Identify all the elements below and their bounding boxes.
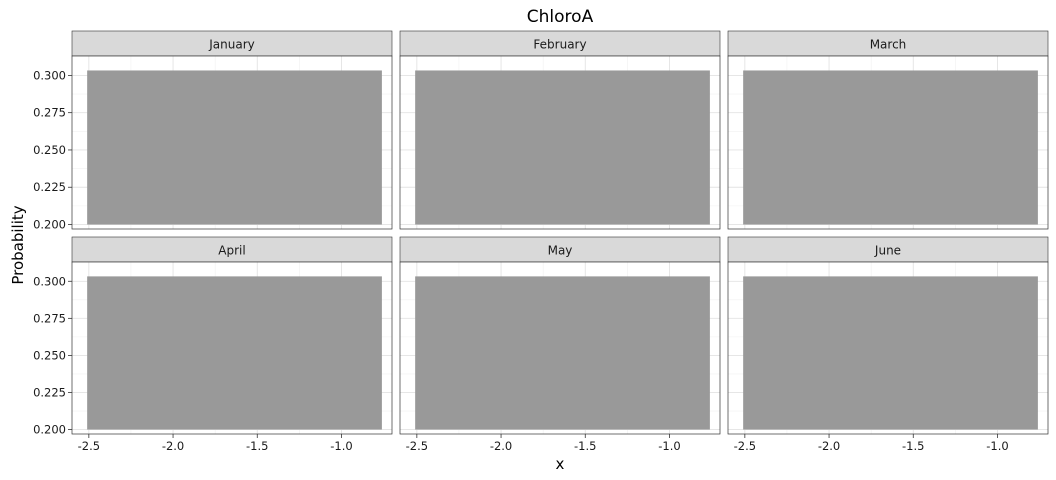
facet-label-february: February — [533, 38, 586, 52]
probability-band-june — [743, 276, 1038, 430]
facet-strip-april — [71, 236, 393, 263]
panel-border-may — [399, 261, 721, 435]
x-tick-label: -1.0 — [658, 439, 680, 453]
panel-border-february — [399, 55, 721, 230]
probability-band-may — [415, 276, 710, 430]
facet-strip-june — [727, 236, 1049, 263]
facet-strip-january — [71, 30, 393, 57]
facet-strip-may — [399, 236, 721, 263]
facet-label-may: May — [548, 244, 573, 258]
x-tick-label: -2.5 — [734, 439, 756, 453]
x-tick-label: -1.0 — [986, 439, 1008, 453]
y-tick-label: 0.200 — [33, 218, 66, 232]
facet-strip-march — [727, 30, 1049, 57]
facet-panels: January 0.200 0.225 0.250 0.275 0.300 February… — [33, 30, 1049, 453]
panel-border-april — [71, 261, 393, 435]
probability-band-march — [743, 70, 1038, 225]
chart-title: ChloroA — [527, 7, 594, 27]
probability-band-april — [87, 276, 382, 430]
x-tick-label: -1.5 — [246, 439, 268, 453]
x-tick-label: -2.0 — [490, 439, 512, 453]
x-axis-title: x — [556, 455, 565, 473]
y-tick-label: 0.275 — [33, 311, 66, 325]
x-tick-label: -2.5 — [78, 439, 100, 453]
x-tick-label: -1.5 — [574, 439, 596, 453]
y-tick-label: 0.225 — [33, 385, 66, 399]
x-tick-label: -2.5 — [406, 439, 428, 453]
y-tick-label: 0.275 — [33, 106, 66, 120]
x-tick-label: -1.5 — [902, 439, 924, 453]
panel-border-march — [727, 55, 1049, 230]
y-tick-label: 0.225 — [33, 180, 66, 194]
probability-band-february — [415, 70, 710, 225]
facet-label-march: March — [870, 38, 907, 52]
facet-label-april: April — [218, 244, 245, 258]
x-tick-label: -1.0 — [330, 439, 352, 453]
panel-border-january — [71, 55, 393, 230]
probability-band-january — [87, 70, 382, 225]
y-tick-label: 0.200 — [33, 423, 66, 437]
y-tick-label: 0.300 — [33, 68, 66, 82]
y-tick-label: 0.250 — [33, 143, 66, 157]
x-tick-label: -2.0 — [818, 439, 840, 453]
y-tick-label: 0.250 — [33, 348, 66, 362]
panel-border-june — [727, 261, 1049, 435]
facet-label-june: June — [874, 244, 901, 258]
x-tick-label: -2.0 — [162, 439, 184, 453]
facet-label-january: January — [208, 38, 255, 52]
y-tick-label: 0.300 — [33, 274, 66, 288]
y-axis-title: Probability — [9, 205, 27, 284]
facet-strip-february — [399, 30, 721, 57]
